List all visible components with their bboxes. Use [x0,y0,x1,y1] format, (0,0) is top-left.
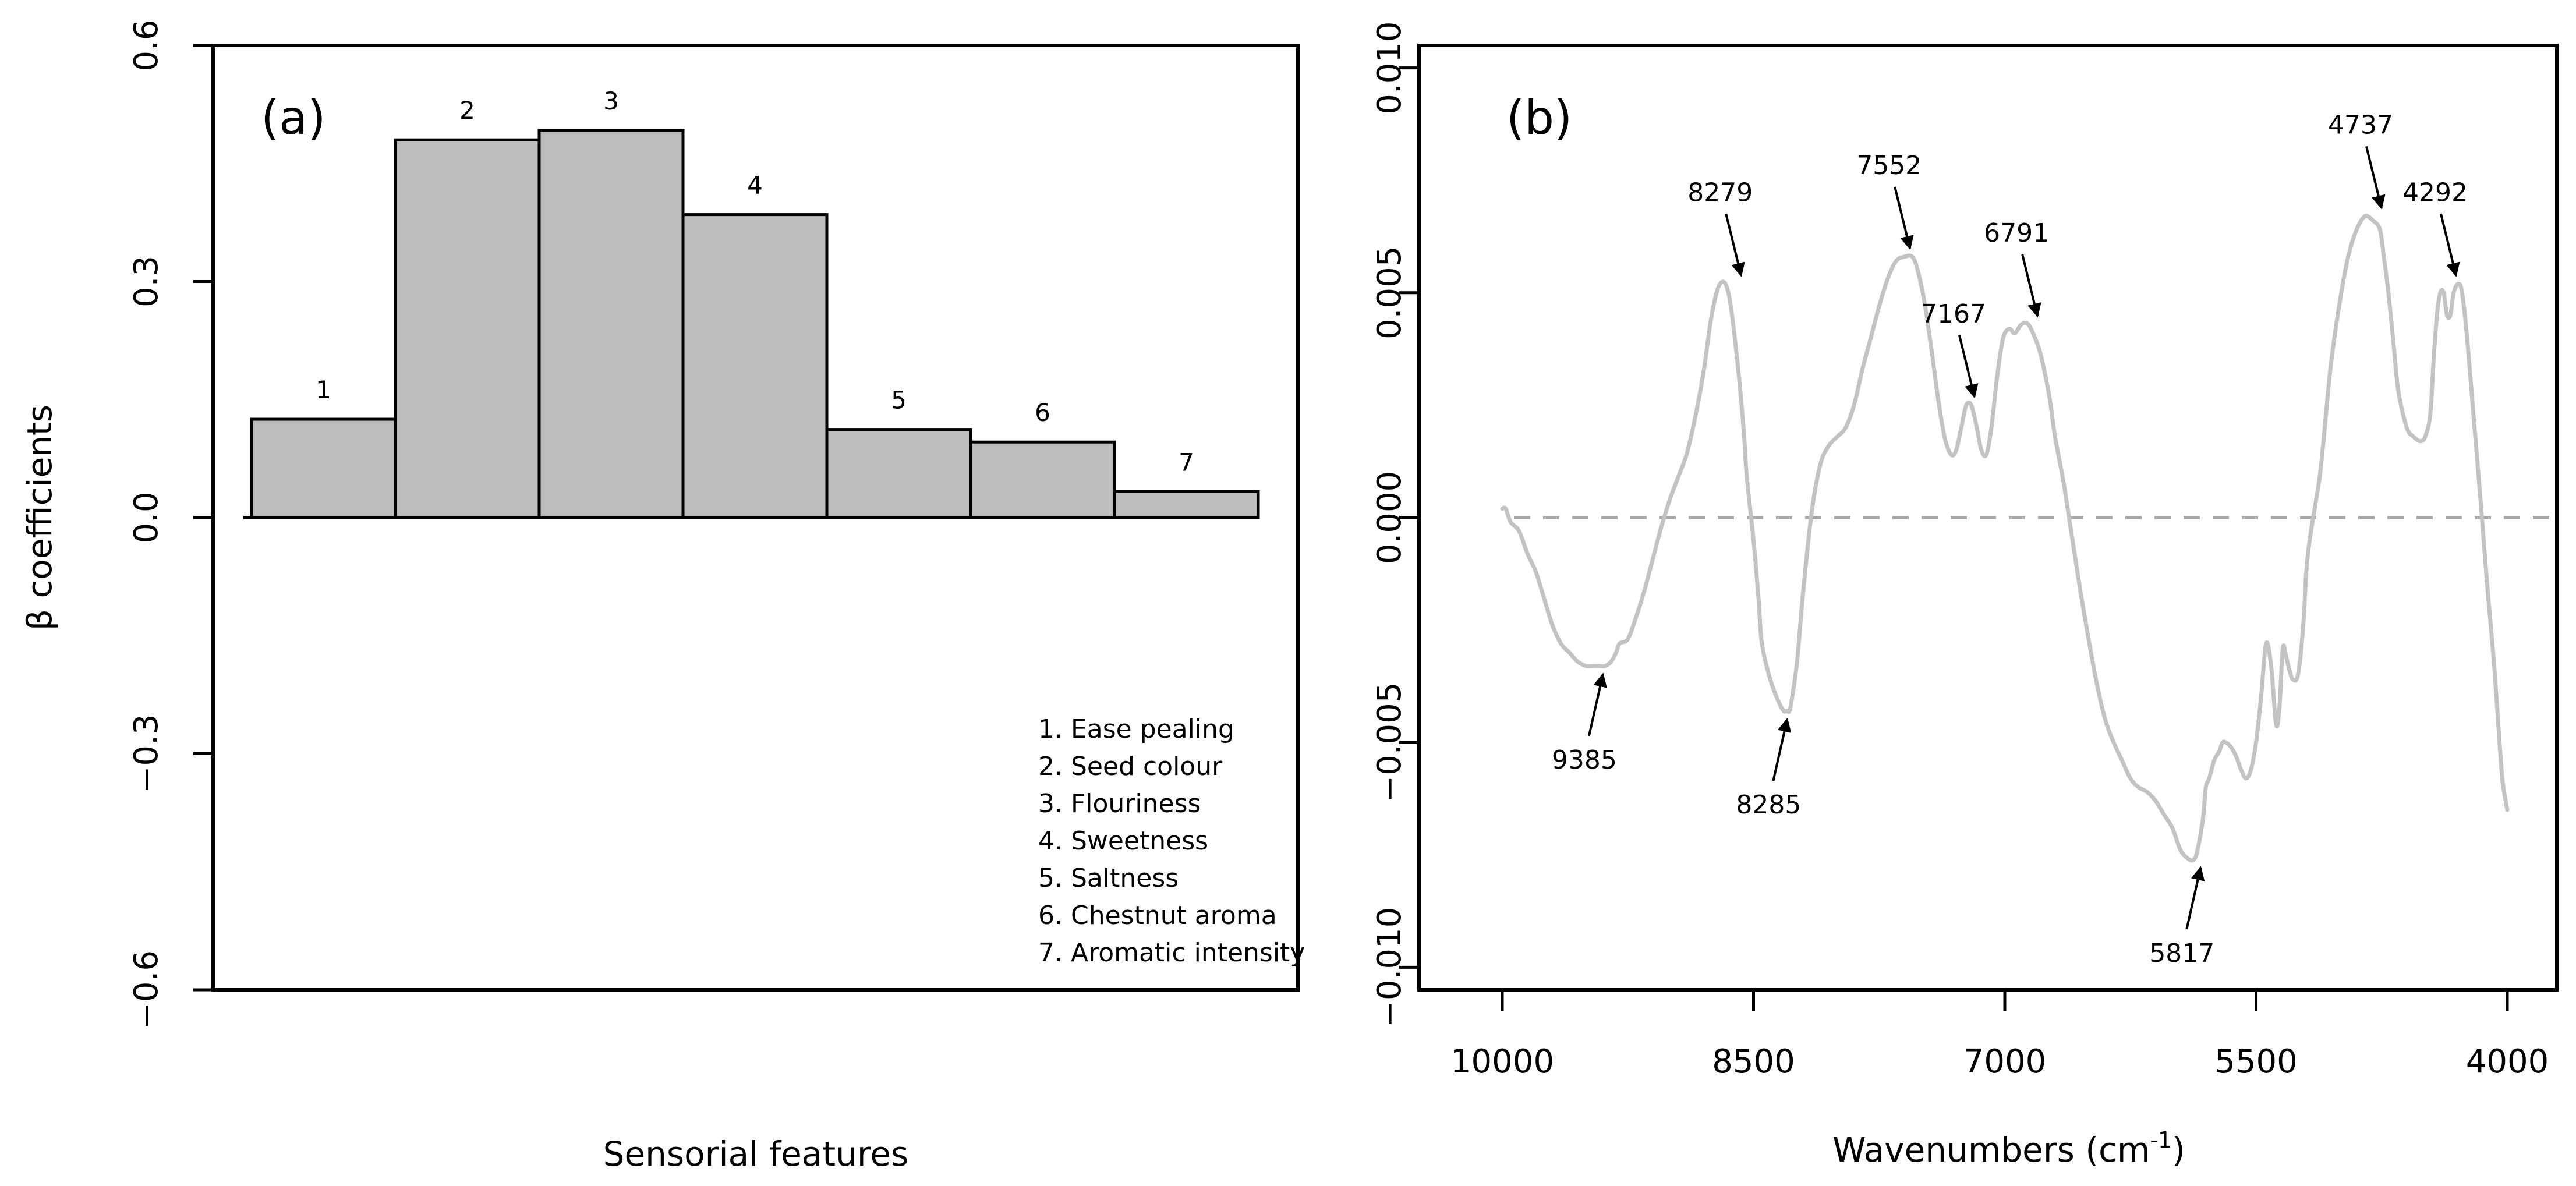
bar-label-3: 3 [603,87,619,115]
legend-item-1: 1. Ease pealing [1038,714,1234,744]
x-axis-title-close: ) [2172,1130,2185,1170]
peak-label-4737: 4737 [2328,111,2393,140]
y-tick-label: 0.000 [1371,471,1409,564]
peak-label-7552: 7552 [1856,151,1922,180]
bar-label-6: 6 [1035,398,1050,427]
bar-5 [825,428,972,519]
bar-label-5: 5 [891,386,907,415]
bar-7 [1113,490,1260,519]
panel-a-y-axis-title: β coefficients [20,405,59,631]
y-tick-label: −0.6 [128,950,165,1029]
panel-a-bars: 1 2 3 4 5 6 7 [250,87,1260,519]
bar-6 [969,440,1116,519]
y-tick-label: 0.6 [128,19,165,71]
peak-label-4292: 4292 [2402,178,2468,207]
peak-label-7167: 7167 [1921,299,1986,329]
panel-a-legend: 1. Ease pealing 2. Seed colour 3. Flouri… [1038,714,1305,968]
y-tick-label: 0.0 [128,491,165,543]
y-tick-label: −0.3 [128,714,165,794]
panel-a-x-axis-title: Sensorial features [603,1134,909,1174]
panel-a-label: (a) [261,91,325,145]
panel-a-y-axis: 0.6 0.3 0.0 −0.3 −0.6 [128,19,213,1029]
x-axis-title-superscript: -1 [2150,1127,2172,1153]
legend-item-7: 7. Aromatic intensity [1038,938,1305,968]
peak-label-5817: 5817 [2149,939,2214,968]
peak-arrow-4292 [2440,213,2460,277]
panel-b-label: (b) [1506,91,1572,145]
peak-arrow-8285 [1772,717,1792,781]
peak-label-9385: 9385 [1552,745,1617,775]
panel-b-y-axis: 0.010 0.005 0.000 −0.005 −0.010 [1371,21,1419,1028]
peak-arrow-7167 [1958,335,1979,399]
peak-label-8279: 8279 [1687,178,1753,207]
panel-b-peak-annotations: 9385 8279 8285 7552 7167 6791 5817 4737 4292 [1552,111,2468,969]
x-tick-label: 10000 [1450,1043,1554,1081]
legend-item-6: 6. Chestnut aroma [1038,901,1277,930]
panel-a: 1 2 3 4 5 6 7 0.6 0.3 0.0 −0.3 −0.6 (a) β coeffici… [20,19,1305,1174]
bar-label-7: 7 [1179,448,1194,476]
x-tick-label: 8500 [1712,1043,1795,1081]
x-tick-label: 7000 [1963,1043,2047,1081]
x-tick-label: 5500 [2214,1043,2298,1081]
peak-arrow-7552 [1894,186,1914,250]
peak-arrow-9385 [1587,672,1607,737]
bar-label-2: 2 [459,96,475,125]
legend-item-5: 5. Saltness [1038,863,1179,893]
legend-item-4: 4. Sweetness [1038,826,1208,856]
legend-item-2: 2. Seed colour [1038,752,1223,781]
peak-label-8285: 8285 [1736,790,1801,820]
legend-item-3: 3. Flouriness [1038,789,1201,819]
bar-2 [394,138,541,519]
peak-label-6791: 6791 [1984,218,2049,248]
panel-b-x-axis: 10000 8500 7000 5500 4000 [1450,990,2549,1081]
panel-b-x-axis-title: Wavenumbers (cm-1) [1832,1127,2185,1170]
peak-arrow-6791 [2021,254,2041,318]
x-tick-label: 4000 [2466,1043,2549,1081]
y-tick-label: 0.3 [128,256,165,307]
peak-arrow-8279 [1725,213,1745,277]
bar-label-4: 4 [747,171,763,200]
y-tick-label: 0.005 [1371,246,1409,339]
bar-label-1: 1 [316,376,331,404]
peak-arrow-4737 [2365,146,2386,210]
y-tick-label: −0.005 [1371,682,1409,803]
y-tick-label: 0.010 [1371,21,1409,114]
peak-arrow-5817 [2185,866,2205,930]
bar-3 [537,129,685,519]
y-tick-label: −0.010 [1371,907,1409,1028]
series-line-regression-vector [1500,214,2510,863]
x-axis-title-main: Wavenumbers (cm [1832,1130,2150,1170]
bar-4 [681,213,829,519]
bar-1 [250,417,397,519]
panel-b: 10000 8500 7000 5500 4000 0.010 0.005 0.000 −0.… [1371,21,2559,1170]
